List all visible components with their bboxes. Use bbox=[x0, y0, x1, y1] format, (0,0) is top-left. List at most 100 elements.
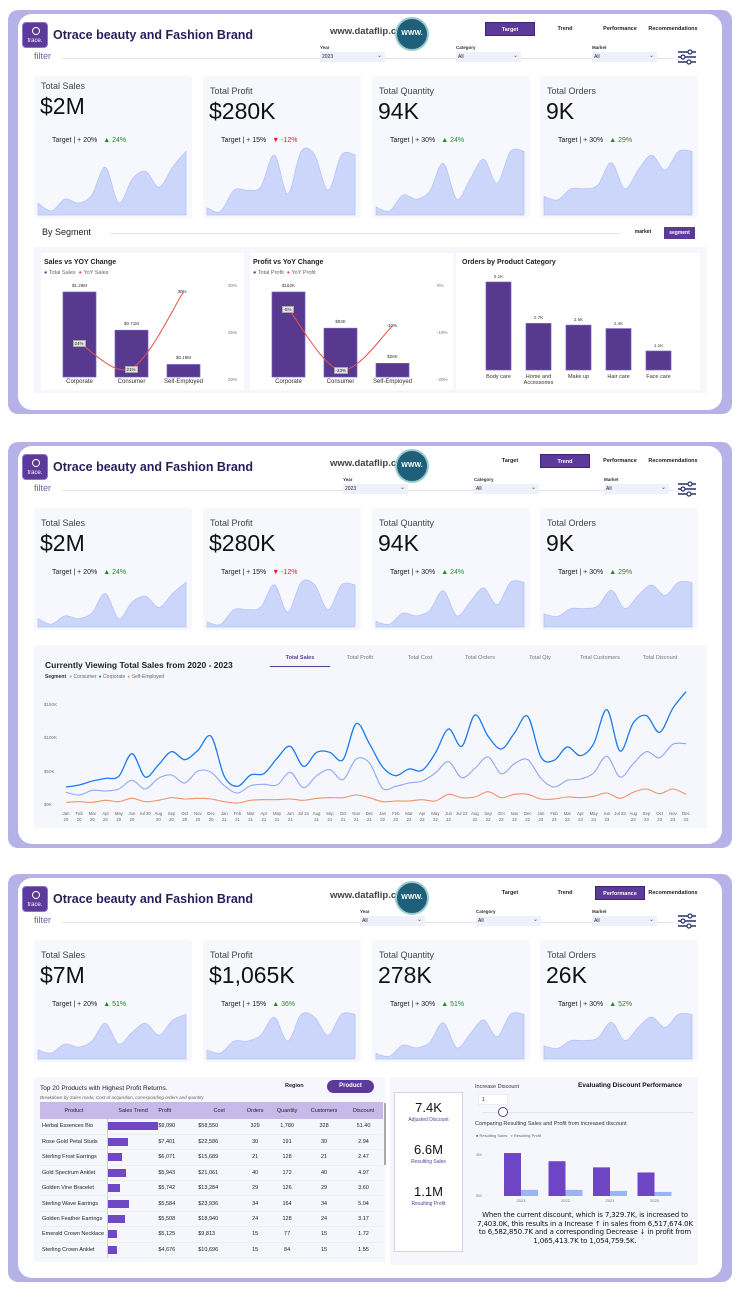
column-header[interactable]: Quantity bbox=[270, 1102, 305, 1119]
discount-slider-thumb[interactable] bbox=[498, 1107, 508, 1117]
category-select[interactable]: All ⌄ bbox=[474, 484, 539, 494]
product-name: Herbal Essences Bio bbox=[40, 1119, 108, 1135]
year-select[interactable]: 2023 ⌄ bbox=[320, 52, 385, 62]
tab-performance[interactable]: Performance bbox=[603, 26, 637, 32]
column-header[interactable]: Sales Trend bbox=[107, 1102, 159, 1119]
bar-value-label: 1.1K bbox=[653, 343, 664, 349]
column-header[interactable]: Customers bbox=[304, 1102, 345, 1119]
table-row[interactable]: Emerald Crown Necklace $5,125 $9,813 15 77 15… bbox=[40, 1226, 383, 1243]
column-header[interactable]: Cost bbox=[198, 1102, 241, 1119]
market-select[interactable]: All ⌄ bbox=[592, 916, 657, 926]
website-link[interactable]: www.dataflip.co bbox=[330, 890, 402, 901]
y-axis-tick: 0M bbox=[476, 1193, 482, 1198]
metric-tab[interactable]: Total Customers bbox=[580, 655, 620, 661]
tab-recommendations[interactable]: Recommendations bbox=[648, 458, 698, 464]
tab-recommendations[interactable]: Recommendations bbox=[648, 890, 698, 896]
market-select[interactable]: All ⌄ bbox=[592, 52, 657, 62]
kpi-title: Total Orders bbox=[547, 518, 597, 528]
tab-target[interactable]: Target bbox=[485, 22, 535, 36]
legend-dot-icon: ● bbox=[286, 270, 292, 276]
filter-sliders-icon[interactable] bbox=[678, 481, 696, 497]
x-axis-tick: Feb 20 bbox=[75, 811, 83, 822]
toggle-product[interactable]: Product bbox=[327, 1080, 374, 1093]
cost-cell: $13,284 bbox=[198, 1180, 241, 1197]
table-row[interactable]: Sterling Crown Anklet $4,676 $10,696 15 84 15… bbox=[40, 1242, 383, 1259]
metric-tab[interactable]: Total Sales bbox=[270, 655, 330, 667]
increase-discount-input[interactable]: 1 bbox=[478, 1094, 508, 1105]
metric-tab[interactable]: Total Orders bbox=[465, 655, 495, 661]
kpi-sparkline bbox=[543, 580, 693, 628]
profit-bar bbox=[654, 1191, 672, 1196]
globe-www-icon[interactable]: WWW. bbox=[395, 881, 429, 915]
kpi-target-text: Target | + 30% bbox=[390, 1001, 436, 1008]
toggle-region[interactable]: Region bbox=[285, 1083, 304, 1089]
market-select[interactable]: All ⌄ bbox=[604, 484, 669, 494]
kpi-sparkline bbox=[543, 1012, 693, 1060]
tab-performance[interactable]: Performance bbox=[603, 458, 637, 464]
category-filter-label: Category bbox=[476, 909, 496, 914]
metric-tab[interactable]: Total Profit bbox=[347, 655, 373, 661]
table-row[interactable]: Gold Spectrum Anklet $5,943 $21,061 40 172 40… bbox=[40, 1165, 383, 1182]
profit-bar bbox=[610, 1190, 627, 1196]
kpi-title: Total Orders bbox=[547, 86, 597, 96]
sparkline-area bbox=[543, 1012, 693, 1060]
year-select[interactable]: All ⌄ bbox=[360, 916, 425, 926]
discount-cell: 3.17 bbox=[344, 1211, 383, 1228]
table-row[interactable]: Golden Vine Bracelet $5,742 $13,284 29 126 29… bbox=[40, 1180, 383, 1197]
category-select[interactable]: All ⌄ bbox=[476, 916, 541, 926]
tab-trend[interactable]: Trend bbox=[540, 454, 590, 468]
tab-performance[interactable]: Performance bbox=[595, 886, 645, 900]
sales-trend-bar bbox=[108, 1153, 122, 1162]
kpi-sparkline bbox=[375, 148, 525, 216]
tab-trend[interactable]: Trend bbox=[557, 26, 573, 32]
column-header[interactable]: Profit bbox=[158, 1102, 199, 1119]
x-axis-tick: Feb 22 bbox=[392, 811, 400, 822]
discount-slider-track[interactable] bbox=[483, 1112, 693, 1113]
yoy-label: 24% bbox=[72, 340, 86, 347]
table-scrollbar[interactable] bbox=[384, 1103, 386, 1165]
orders-cell: 21 bbox=[240, 1149, 271, 1166]
toggle-segment[interactable]: segment bbox=[664, 227, 695, 239]
sales-trend-cell bbox=[107, 1226, 159, 1243]
metric-tab[interactable]: Total Qty bbox=[529, 655, 551, 661]
filter-sliders-icon[interactable] bbox=[678, 49, 696, 65]
column-header[interactable]: Orders bbox=[240, 1102, 271, 1119]
tab-target[interactable]: Target bbox=[501, 458, 519, 464]
x-axis-tick: Sep 21 bbox=[326, 811, 334, 822]
cost-cell: $9,813 bbox=[198, 1226, 241, 1243]
website-link[interactable]: www.dataflip.co bbox=[330, 26, 402, 37]
filter-sliders-icon[interactable] bbox=[678, 913, 696, 929]
brand-logo: trace. bbox=[22, 886, 48, 912]
table-row[interactable]: Sterling Frost Earrings $6,071 $15,689 21 12… bbox=[40, 1149, 383, 1166]
year-select[interactable]: 2023 ⌄ bbox=[343, 484, 408, 494]
category-select-value: All bbox=[478, 918, 484, 924]
tab-recommendations[interactable]: Recommendations bbox=[648, 26, 698, 32]
metric-tab[interactable]: Total Cost bbox=[407, 655, 433, 661]
table-row[interactable]: Rose Gold Petal Studs $7,401 $22,586 30 191 3… bbox=[40, 1134, 383, 1151]
globe-www-icon[interactable]: WWW. bbox=[395, 449, 429, 483]
kpi-target: Target | + 30% ▲ 51% bbox=[390, 1001, 464, 1008]
website-link[interactable]: www.dataflip.co bbox=[330, 458, 402, 469]
toggle-market[interactable]: market bbox=[634, 229, 652, 235]
x-axis-tick: Feb 23 bbox=[550, 811, 558, 822]
column-header[interactable]: Discount bbox=[344, 1102, 383, 1119]
arrow-up-icon: ▲ bbox=[441, 137, 451, 144]
column-header[interactable]: Product bbox=[40, 1102, 108, 1119]
globe-www-icon[interactable]: WWW. bbox=[395, 17, 429, 51]
metric-tab[interactable]: Total Discount bbox=[642, 655, 678, 661]
kpi-change: 51% bbox=[450, 1001, 465, 1008]
y-axis-tick: 2M bbox=[476, 1152, 482, 1158]
bar-value-label: 5.1K bbox=[493, 274, 504, 279]
kpi-value: $280K bbox=[209, 530, 276, 556]
table-row[interactable]: Herbal Essences Bio $9,090 $58,550 329 1,780… bbox=[40, 1119, 383, 1135]
right-axis-tick: -20% bbox=[437, 377, 448, 382]
increase-discount-label: Increase Discount bbox=[475, 1084, 520, 1090]
profit-cell: $5,508 bbox=[158, 1211, 199, 1228]
x-axis-tick: Mar 22 bbox=[405, 811, 413, 822]
category-select[interactable]: All ⌄ bbox=[456, 52, 521, 62]
tab-target[interactable]: Target bbox=[501, 890, 519, 896]
sales-trend-bar bbox=[108, 1168, 127, 1177]
table-row[interactable]: Golden Feather Earrings $5,508 $18,940 24 12… bbox=[40, 1211, 383, 1228]
table-row[interactable]: Sterling Wave Earrings $5,584 $23,936 34 164… bbox=[40, 1195, 383, 1212]
tab-trend[interactable]: Trend bbox=[557, 890, 573, 896]
